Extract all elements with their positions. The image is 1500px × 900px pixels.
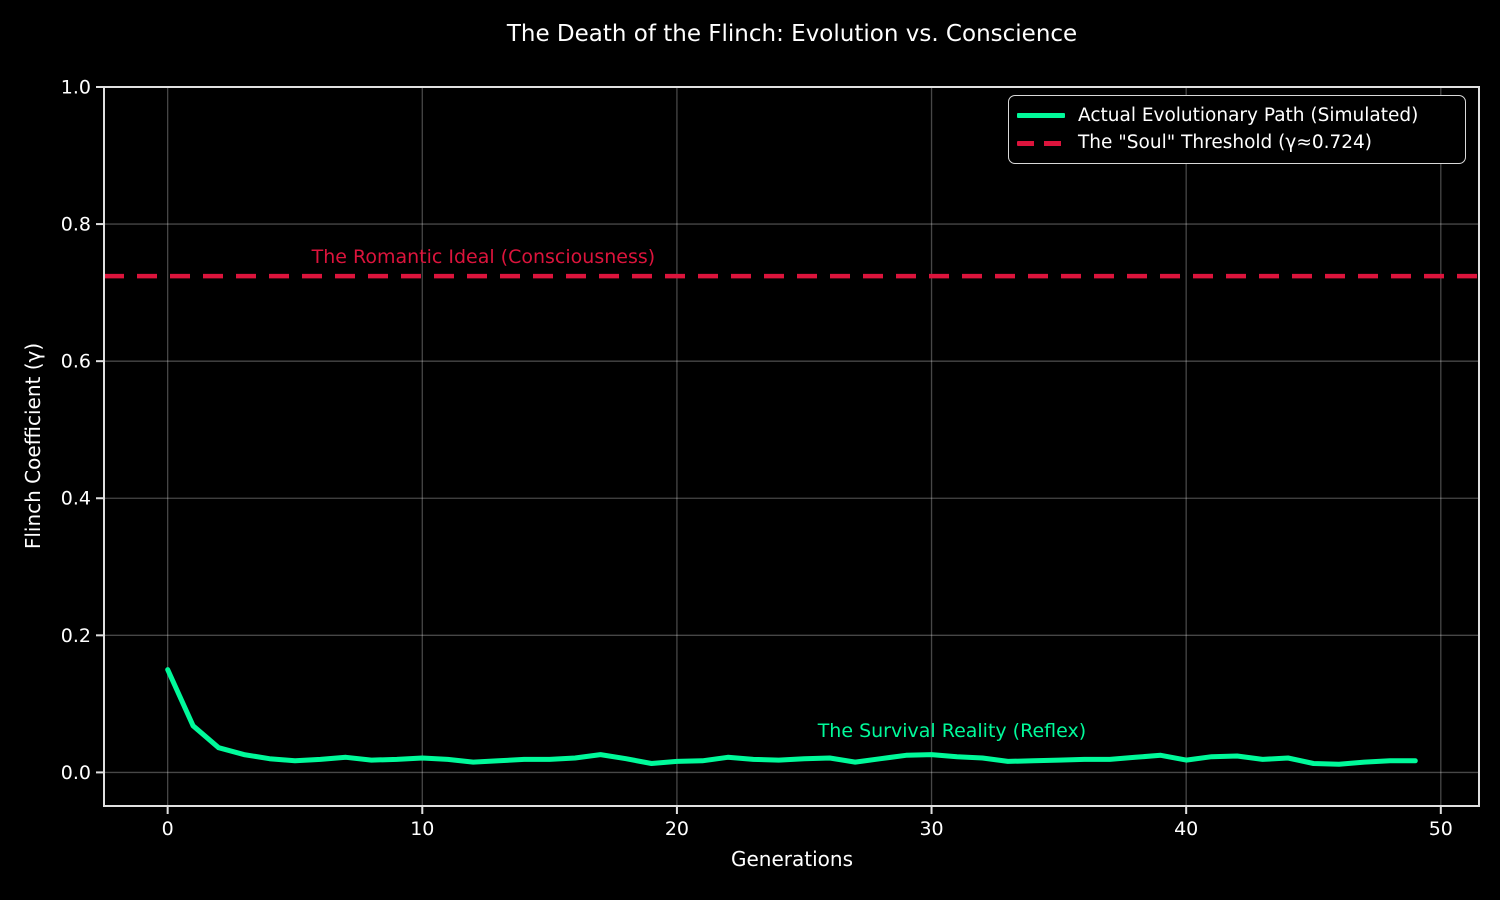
x-tick-label: 20 [665, 818, 689, 840]
legend: Actual Evolutionary Path (Simulated) The… [1008, 95, 1466, 164]
evolutionary-path-line [165, 667, 1418, 767]
x-tick-label: 50 [1429, 818, 1453, 840]
plot-border [103, 86, 1480, 807]
y-tick-label: 0.6 [61, 351, 91, 373]
y-tick-label: 0.4 [61, 488, 91, 510]
legend-dashed-line-swatch [1017, 140, 1065, 146]
legend-label-soul-threshold: The "Soul" Threshold (γ≈0.724) [1078, 132, 1373, 154]
y-tick-label: 0.2 [61, 625, 91, 647]
annotation-romantic-ideal: The Romantic Ideal (Consciousness) [311, 245, 656, 268]
x-tick-label: 30 [919, 818, 943, 840]
y-tick-label: 0.8 [61, 214, 91, 236]
legend-item-soul-threshold: The "Soul" Threshold (γ≈0.724) [1017, 132, 1455, 154]
x-tick-label: 0 [162, 818, 174, 840]
x-tick-label: 40 [1174, 818, 1198, 840]
legend-label-evolution-path: Actual Evolutionary Path (Simulated) [1078, 104, 1419, 126]
y-tick-label: 0.0 [61, 762, 91, 784]
annotation-survival-reality: The Survival Reality (Reflex) [817, 720, 1087, 743]
chart-title: The Death of the Flinch: Evolution vs. C… [506, 21, 1078, 47]
x-tick-label: 10 [410, 818, 434, 840]
x-axis-label: Generations [731, 847, 853, 871]
legend-solid-line-swatch [1017, 113, 1065, 119]
legend-item-evolution-path: Actual Evolutionary Path (Simulated) [1017, 105, 1455, 127]
y-axis-label: Flinch Coefficient (γ) [21, 342, 45, 550]
y-tick-label: 1.0 [61, 77, 91, 99]
